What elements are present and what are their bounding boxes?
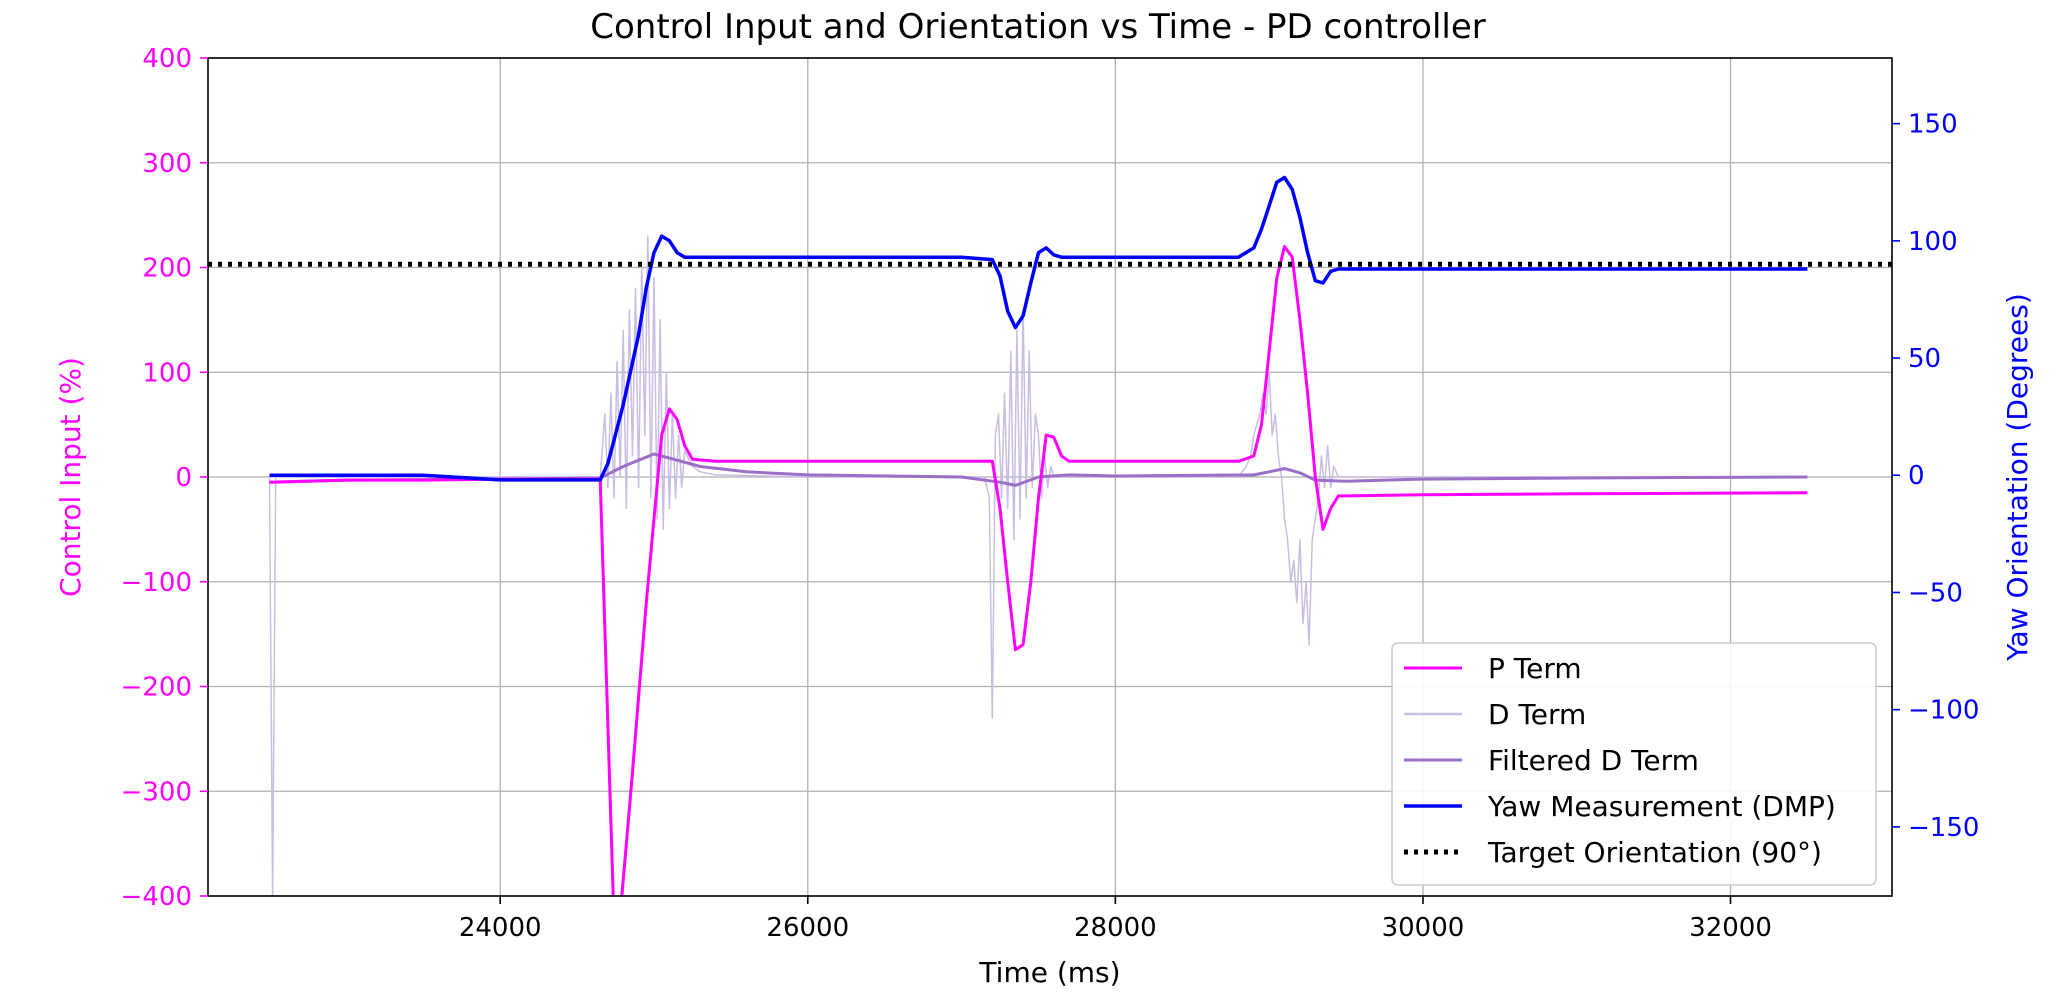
right-tick-label-6: 150 bbox=[1908, 110, 1958, 140]
left-tick-label-8: 400 bbox=[142, 44, 192, 74]
legend-label-d-term: D Term bbox=[1488, 698, 1586, 731]
series-line-yaw bbox=[269, 175, 1808, 482]
left-tick-label-1: −300 bbox=[121, 777, 192, 807]
right-tick-label-2: −50 bbox=[1908, 578, 1963, 608]
left-tick-label-6: 200 bbox=[142, 254, 192, 284]
series-line-p-term bbox=[269, 245, 1808, 896]
right-tick-label-3: 0 bbox=[1908, 461, 1925, 491]
legend-label-filtered-d-term: Filtered D Term bbox=[1488, 744, 1699, 777]
legend: P Term D Term Filtered D Term Yaw Measur… bbox=[1391, 642, 1877, 886]
x-tick-label-4: 32000 bbox=[1689, 913, 1772, 943]
left-tick-label-0: −400 bbox=[121, 882, 192, 912]
x-axis-ticks: 24000 26000 28000 30000 32000 bbox=[459, 896, 1772, 943]
series-line-d-term bbox=[268, 235, 1808, 896]
left-tick-label-3: −100 bbox=[121, 568, 192, 598]
x-axis-label: Time (ms) bbox=[978, 956, 1120, 989]
right-tick-label-4: 50 bbox=[1908, 344, 1941, 374]
right-tick-label-1: −100 bbox=[1908, 696, 1979, 726]
left-axis-label: Control Input (%) bbox=[54, 357, 87, 597]
x-tick-label-2: 28000 bbox=[1074, 913, 1157, 943]
left-tick-label-7: 300 bbox=[142, 149, 192, 179]
x-tick-label-1: 26000 bbox=[766, 913, 849, 943]
right-tick-label-0: −150 bbox=[1908, 813, 1979, 843]
x-tick-label-0: 24000 bbox=[459, 913, 542, 943]
series-layer bbox=[208, 175, 1892, 896]
legend-label-yaw: Yaw Measurement (DMP) bbox=[1487, 790, 1836, 823]
legend-label-p-term: P Term bbox=[1488, 652, 1582, 685]
legend-label-target: Target Orientation (90°) bbox=[1487, 836, 1822, 869]
left-axis-ticks: −400 −300 −200 −100 0 100 200 300 400 bbox=[121, 44, 208, 912]
right-axis-label: Yaw Orientation (Degrees) bbox=[2001, 293, 2034, 662]
chart-title: Control Input and Orientation vs Time - … bbox=[590, 7, 1486, 47]
right-tick-label-5: 100 bbox=[1908, 227, 1958, 257]
legend-box bbox=[1391, 642, 1877, 886]
left-tick-label-4: 0 bbox=[175, 463, 192, 493]
left-tick-label-2: −200 bbox=[121, 673, 192, 703]
x-tick-label-3: 30000 bbox=[1382, 913, 1465, 943]
left-tick-label-5: 100 bbox=[142, 358, 192, 388]
right-axis-ticks: −150 −100 −50 0 50 100 150 bbox=[1892, 110, 1979, 843]
